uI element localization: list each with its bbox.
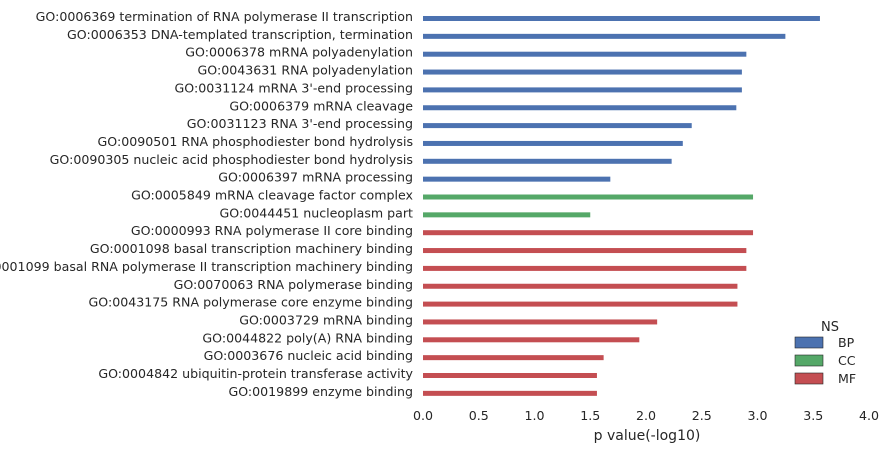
bar (423, 212, 591, 218)
bar (423, 337, 640, 343)
category-label: GO:0090501 RNA phosphodiester bond hydro… (98, 134, 413, 149)
x-tick-label: 2.5 (692, 408, 712, 423)
bar (423, 158, 672, 164)
category-label: GO:0090305 nucleic acid phosphodiester b… (50, 152, 413, 167)
x-tick-label: 0.0 (413, 408, 433, 423)
category-label: GO:0003729 mRNA binding (239, 312, 413, 327)
category-label: GO:0031123 RNA 3'-end processing (187, 116, 413, 131)
bar (423, 355, 604, 361)
bar (423, 265, 747, 271)
bar (423, 194, 754, 200)
x-axis: p value(-log10) 0.0 0.5 1.0 1.5 2.0 2.5 3.0 3.5… (413, 408, 879, 444)
category-label: GO:0006397 mRNA processing (218, 170, 413, 185)
legend-entry-label: CC (838, 353, 856, 368)
bar (423, 230, 754, 236)
category-label: GO:0006369 termination of RNA polymerase… (36, 9, 413, 24)
legend: NS BP CC MF (794, 320, 856, 386)
bar (423, 319, 658, 325)
legend-swatch (794, 372, 824, 385)
bar (423, 373, 597, 378)
legend-entry-label: BP (838, 335, 855, 350)
x-tick-label: 1.0 (524, 408, 544, 423)
category-label: GO:0019899 enzyme binding (228, 384, 413, 399)
x-tick-label: 2.0 (636, 408, 656, 423)
x-tick-label: 4.0 (859, 408, 879, 423)
category-label: GO:0003676 nucleic acid binding (204, 348, 413, 363)
category-label: GO:0031124 mRNA 3'-end processing (175, 80, 413, 95)
category-label: GO:0005849 mRNA cleavage factor complex (131, 188, 413, 203)
bar (423, 301, 738, 307)
bar (423, 105, 737, 111)
x-tick-label: 3.5 (803, 408, 823, 423)
category-labels: GO:0006369 termination of RNA polymerase… (0, 9, 414, 399)
x-tick-label: 0.5 (469, 408, 489, 423)
category-label: GO:0006378 mRNA polyadenylation (185, 45, 413, 60)
category-label: GO:0006353 DNA-templated transcription, … (67, 27, 413, 42)
bar (423, 390, 597, 396)
bar (423, 123, 692, 129)
category-label: GO:0070063 RNA polymerase binding (174, 277, 413, 292)
category-label: GO:0043175 RNA polymerase core enzyme bi… (89, 295, 414, 310)
category-label: GO:0001098 basal transcription machinery… (90, 241, 413, 256)
x-tick-label: 1.5 (580, 408, 600, 423)
bar (423, 176, 611, 182)
legend-swatch (794, 354, 824, 367)
legend-entry-label: MF (838, 371, 856, 386)
bar (423, 16, 820, 21)
category-label: GO:0044451 nucleoplasm part (220, 205, 414, 220)
category-label: GO:0043631 RNA polyadenylation (198, 63, 413, 78)
legend-title: NS (821, 320, 839, 335)
legend-swatch (794, 336, 824, 349)
category-label: GO:0044822 poly(A) RNA binding (202, 330, 413, 345)
category-label: GO:0006379 mRNA cleavage (229, 98, 413, 113)
bar (423, 33, 786, 39)
bar (423, 140, 683, 146)
bar (423, 283, 738, 289)
bar (423, 69, 742, 75)
category-label: GO:0001099 basal RNA polymerase II trans… (0, 259, 413, 274)
category-label: GO:0000993 RNA polymerase II core bindin… (131, 223, 413, 238)
bars (423, 16, 820, 396)
bar (423, 87, 742, 93)
x-tick-label: 3.0 (747, 408, 767, 423)
bar (423, 51, 747, 57)
x-axis-label: p value(-log10) (594, 428, 701, 444)
category-label: GO:0004842 ubiquitin-protein transferase… (98, 366, 413, 381)
bar (423, 248, 747, 254)
